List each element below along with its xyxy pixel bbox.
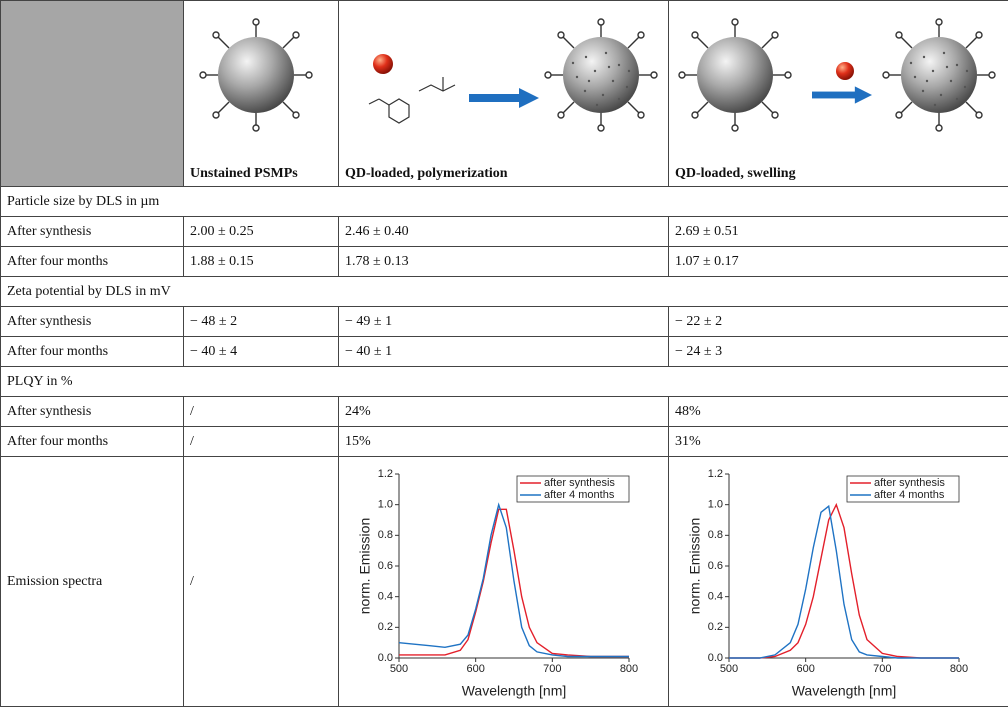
y-tick-label: 0.6: [378, 560, 393, 572]
row-label: After four months: [1, 247, 184, 277]
x-tick-label: 700: [543, 663, 561, 675]
x-tick-label: 500: [390, 663, 408, 675]
y-tick-label: 0.8: [708, 529, 723, 541]
row-label: After four months: [1, 427, 184, 457]
data-row: After four months− 40 ± 4− 40 ± 1− 24 ± …: [1, 337, 1008, 367]
data-row: After four months/15%31%: [1, 427, 1008, 457]
section-title: Particle size by DLS in µm: [1, 187, 1008, 217]
cell: /: [184, 427, 339, 457]
chart: 500 600 700 800 0.0 0.2 0.4 0.6 0.8 1.0 1.2 Wavelen…: [339, 457, 669, 706]
series-line: [399, 505, 629, 657]
y-tick-label: 0.6: [708, 560, 723, 572]
cell: /: [184, 397, 339, 427]
data-row: After synthesis/24%48%: [1, 397, 1008, 427]
column-header: QD-loaded, swelling: [675, 166, 796, 181]
cell: 1.78 ± 0.13: [339, 247, 669, 277]
x-tick-label: 500: [720, 663, 738, 675]
header-corner: [1, 1, 184, 187]
cell: − 40 ± 4: [184, 337, 339, 367]
chart-cell: 500 600 700 800 0.0 0.2 0.4 0.6 0.8 1.0 1.2 Wavelen…: [669, 457, 1008, 707]
row-label: Emission spectra: [1, 457, 184, 707]
y-tick-label: 1.0: [708, 499, 723, 511]
data-row: After synthesis− 48 ± 2− 49 ± 1− 22 ± 2: [1, 307, 1008, 337]
cell: 31%: [669, 427, 1008, 457]
cell: − 24 ± 3: [669, 337, 1008, 367]
y-tick-label: 0.2: [708, 621, 723, 633]
legend-label: after synthesis: [874, 477, 945, 489]
section-row: Particle size by DLS in µm: [1, 187, 1008, 217]
row-label: After synthesis: [1, 217, 184, 247]
cell: − 48 ± 2: [184, 307, 339, 337]
row-label: After four months: [1, 337, 184, 367]
cell: 1.88 ± 0.15: [184, 247, 339, 277]
cell: − 40 ± 1: [339, 337, 669, 367]
row-label: After synthesis: [1, 307, 184, 337]
cell: 24%: [339, 397, 669, 427]
y-tick-label: 0.8: [378, 529, 393, 541]
y-tick-label: 0.4: [378, 591, 393, 603]
chart: 500 600 700 800 0.0 0.2 0.4 0.6 0.8 1.0 1.2 Wavelen…: [669, 457, 1008, 706]
row-label: After synthesis: [1, 397, 184, 427]
legend-label: after synthesis: [544, 477, 615, 489]
table-body: Unstained PSMPs QD-loaded, polymerizatio…: [1, 1, 1008, 707]
y-tick-label: 0.0: [708, 652, 723, 664]
y-tick-label: 0.4: [708, 591, 723, 603]
header-row: Unstained PSMPs QD-loaded, polymerizatio…: [1, 1, 1008, 187]
header-cell: QD-loaded, polymerization: [339, 1, 669, 187]
y-axis-label: norm. Emission: [687, 518, 703, 614]
legend-label: after 4 months: [874, 489, 945, 501]
cell: 1.07 ± 0.17: [669, 247, 1008, 277]
series-line: [729, 505, 959, 658]
x-axis-label: Wavelength [nm]: [792, 683, 897, 699]
section-row: Zeta potential by DLS in mV: [1, 277, 1008, 307]
section-title: PLQY in %: [1, 367, 1008, 397]
column-header: QD-loaded, polymerization: [345, 166, 508, 181]
chart-cell: 500 600 700 800 0.0 0.2 0.4 0.6 0.8 1.0 1.2 Wavelen…: [339, 457, 669, 707]
illustration: [669, 1, 1008, 161]
y-tick-label: 1.2: [708, 468, 723, 480]
section-title: Zeta potential by DLS in mV: [1, 277, 1008, 307]
cell: 2.00 ± 0.25: [184, 217, 339, 247]
y-tick-label: 0.0: [378, 652, 393, 664]
x-axis-label: Wavelength [nm]: [462, 683, 567, 699]
page: Unstained PSMPs QD-loaded, polymerizatio…: [0, 0, 1008, 713]
x-tick-label: 600: [466, 663, 484, 675]
cell: 2.69 ± 0.51: [669, 217, 1008, 247]
emission-row: Emission spectra/ 500 600 700 800 0.0 0.2 0.4 0.…: [1, 457, 1008, 707]
y-tick-label: 1.0: [378, 499, 393, 511]
x-tick-label: 600: [796, 663, 814, 675]
x-tick-label: 800: [620, 663, 638, 675]
y-tick-label: 1.2: [378, 468, 393, 480]
illustration: [184, 1, 339, 161]
header-cell: Unstained PSMPs: [184, 1, 339, 187]
illustration: [339, 1, 669, 161]
header-cell: QD-loaded, swelling: [669, 1, 1008, 187]
cell: − 49 ± 1: [339, 307, 669, 337]
x-tick-label: 800: [950, 663, 968, 675]
cell: 48%: [669, 397, 1008, 427]
cell: − 22 ± 2: [669, 307, 1008, 337]
cell: 2.46 ± 0.40: [339, 217, 669, 247]
section-row: PLQY in %: [1, 367, 1008, 397]
cell: 15%: [339, 427, 669, 457]
x-tick-label: 700: [873, 663, 891, 675]
results-table: Unstained PSMPs QD-loaded, polymerizatio…: [0, 0, 1008, 707]
legend-label: after 4 months: [544, 489, 615, 501]
y-axis-label: norm. Emission: [357, 518, 373, 614]
column-header: Unstained PSMPs: [190, 166, 298, 181]
y-tick-label: 0.2: [378, 621, 393, 633]
cell: /: [184, 457, 339, 707]
